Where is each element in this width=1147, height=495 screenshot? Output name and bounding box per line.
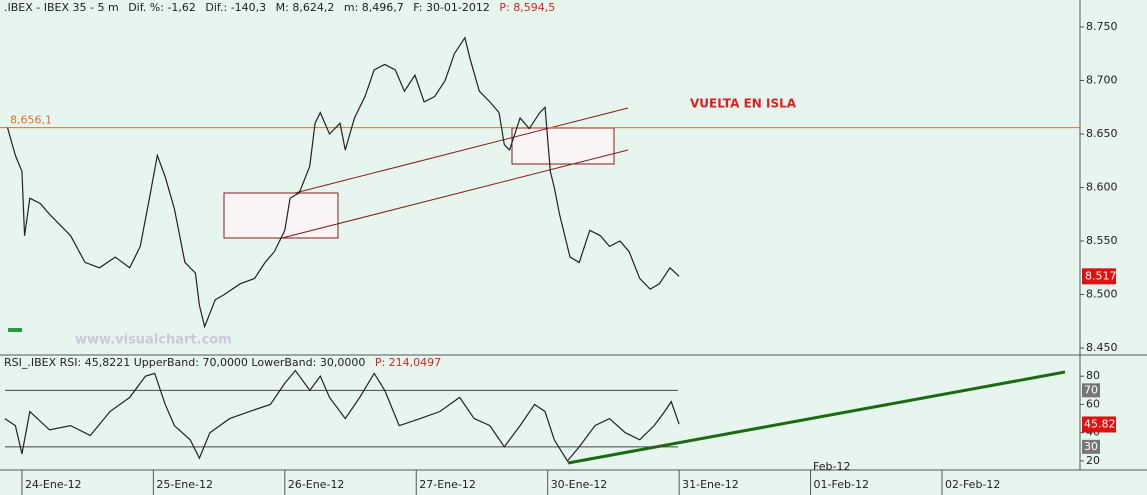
y-tick-label: 8.500 <box>1086 288 1118 301</box>
x-tick-label: 02-Feb-12 <box>945 478 1000 491</box>
series-line <box>6 36 680 329</box>
x-tick-label: 26-Ene-12 <box>288 478 345 491</box>
header-item: RSI_.IBEX RSI: 45,8221 UpperBand: 70,000… <box>4 356 365 369</box>
band-label: 30 <box>1084 440 1098 453</box>
y2-tick-label: 80 <box>1086 369 1100 382</box>
header-item: .IBEX - IBEX 35 - 5 m <box>4 1 119 14</box>
island-box <box>223 192 339 239</box>
x-tick-label: 31-Ene-12 <box>682 478 739 491</box>
last-value-box <box>1082 416 1116 433</box>
x-tick-label: 25-Ene-12 <box>156 478 213 491</box>
y2-tick-label: 20 <box>1086 454 1100 467</box>
x-tick-label: 01-Feb-12 <box>814 478 869 491</box>
watermark: www.visualchart.com <box>75 333 232 348</box>
header: .IBEX - IBEX 35 - 5 m Dif. %: -1,62 Dif.… <box>4 1 555 14</box>
header-item: P: 214,0497 <box>375 356 441 369</box>
x-tick-label: 27-Ene-12 <box>419 478 476 491</box>
y-tick-label: 8.650 <box>1086 127 1118 140</box>
header-item: F: 30-01-2012 <box>413 1 490 14</box>
series-line <box>4 369 680 462</box>
header-item: M: 8,624,2 <box>276 1 335 14</box>
annotation: Feb-12 <box>813 460 850 473</box>
header-item: m: 8,496,7 <box>344 1 404 14</box>
header-item: Dif.: -140,3 <box>205 1 266 14</box>
x-tick-label: 30-Ene-12 <box>551 478 608 491</box>
band-box <box>1082 439 1100 454</box>
band-label: 70 <box>1084 383 1098 396</box>
marker <box>8 328 22 332</box>
header-item: Dif. %: -1,62 <box>128 1 196 14</box>
last-value-label: 45.82 <box>1084 417 1116 430</box>
trend-line <box>294 107 629 194</box>
last-price-label: 8.517 <box>1085 269 1117 282</box>
y-tick-label: 8.550 <box>1086 234 1118 247</box>
rsi-trend-line <box>567 370 1066 465</box>
x-tick-label: 24-Ene-12 <box>25 478 82 491</box>
band-box <box>1082 383 1100 398</box>
rsi-header: RSI_.IBEX RSI: 45,8221 UpperBand: 70,000… <box>4 356 441 369</box>
annotation: VUELTA EN ISLA <box>690 97 797 111</box>
trend-line <box>281 149 629 239</box>
y-tick-label: 8.750 <box>1086 20 1118 33</box>
y-tick-label: 8.700 <box>1086 73 1118 86</box>
reference-label: 8,656,1 <box>10 114 52 127</box>
y2-tick-label: 60 <box>1086 397 1100 410</box>
last-price-box <box>1082 268 1116 285</box>
y-tick-label: 8.600 <box>1086 181 1118 194</box>
header-item: P: 8,594,5 <box>499 1 555 14</box>
y-tick-label: 8.450 <box>1086 341 1118 354</box>
